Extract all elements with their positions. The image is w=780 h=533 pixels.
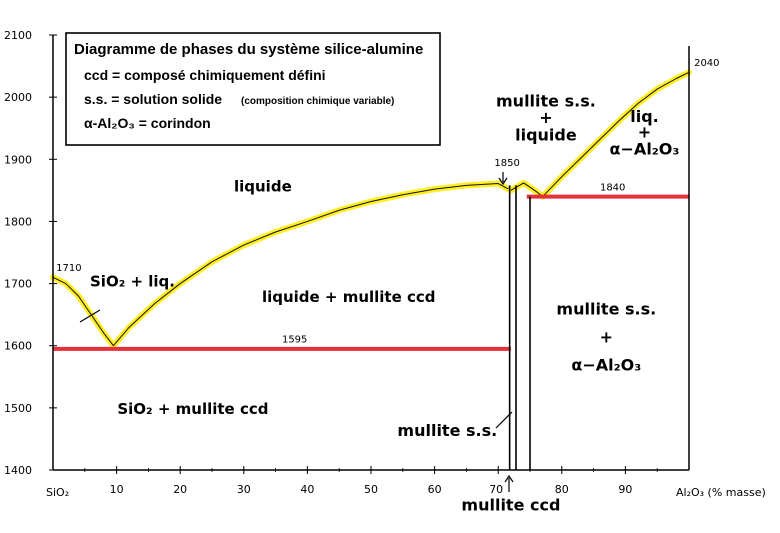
- x-tick-label: 30: [237, 483, 251, 496]
- x-tick-label: 50: [364, 483, 378, 496]
- point-label: 1850: [494, 158, 519, 169]
- point-label: 2040: [694, 58, 719, 69]
- liquidus-line: [50, 180, 514, 349]
- x-tick-label: 90: [618, 483, 632, 496]
- x-tick-label: 60: [428, 483, 442, 496]
- region-label: SiO₂ + liq.: [90, 273, 175, 291]
- region-label: liquide + mullite ccd: [262, 288, 436, 306]
- region-label: mullite s.s.: [556, 300, 656, 319]
- y-tick-label: 1700: [4, 278, 32, 291]
- x-tick-label: 70: [489, 483, 503, 496]
- legend-ss: s.s. = solution solide: [84, 91, 222, 107]
- region-label: mullite s.s.: [496, 91, 596, 110]
- region-label: +: [638, 123, 651, 142]
- region-label: α−Al₂O₃: [571, 356, 641, 375]
- legend-ccd: ccd = composé chimiquement défini: [84, 67, 326, 83]
- point-label: 1710: [56, 263, 81, 274]
- arrow-1850: [498, 172, 508, 186]
- arrow-sio2-liq: [79, 309, 101, 323]
- x-tick-label: 20: [173, 483, 187, 496]
- y-tick-label: 2100: [4, 29, 32, 42]
- x-axis-label-sio2: SiO₂: [46, 486, 69, 499]
- legend-corindon: α-Al₂O₃ = corindon: [84, 115, 211, 131]
- liquidus-line-core: [510, 71, 690, 198]
- x-tick-label: 40: [300, 483, 314, 496]
- liquidus-line-core: [52, 183, 512, 347]
- region-label: +: [539, 108, 552, 127]
- y-tick-label: 1600: [4, 340, 32, 353]
- region-label: liq.: [630, 107, 659, 126]
- region-label: mullite s.s.: [397, 421, 497, 440]
- region-label: liquide: [234, 178, 292, 196]
- region-label: SiO₂ + mullite ccd: [117, 400, 268, 418]
- arrow-mullite-ss: [495, 411, 513, 429]
- point-label: 1840: [600, 182, 625, 193]
- y-tick-label: 1400: [4, 464, 32, 477]
- arrow-mullite-ccd: [504, 474, 514, 492]
- region-label: α−Al₂O₃: [610, 139, 680, 158]
- y-tick-label: 1500: [4, 402, 32, 415]
- y-tick-label: 1900: [4, 153, 32, 166]
- legend-box: [65, 32, 441, 146]
- y-tick-label: 2000: [4, 91, 32, 104]
- x-tick-label: 10: [110, 483, 124, 496]
- point-label: 1595: [282, 335, 307, 346]
- x-axis-label-al2o3: Al₂O₃ (% masse): [676, 486, 766, 499]
- y-tick-label: 1800: [4, 215, 32, 228]
- legend-ss-note: (composition chimique variable): [241, 96, 394, 107]
- region-label: mullite ccd: [461, 495, 560, 514]
- chart-title: Diagramme de phases du système silice-al…: [74, 41, 423, 58]
- region-label: +: [600, 328, 613, 347]
- x-tick-label: 80: [555, 483, 569, 496]
- region-label: liquide: [515, 126, 577, 145]
